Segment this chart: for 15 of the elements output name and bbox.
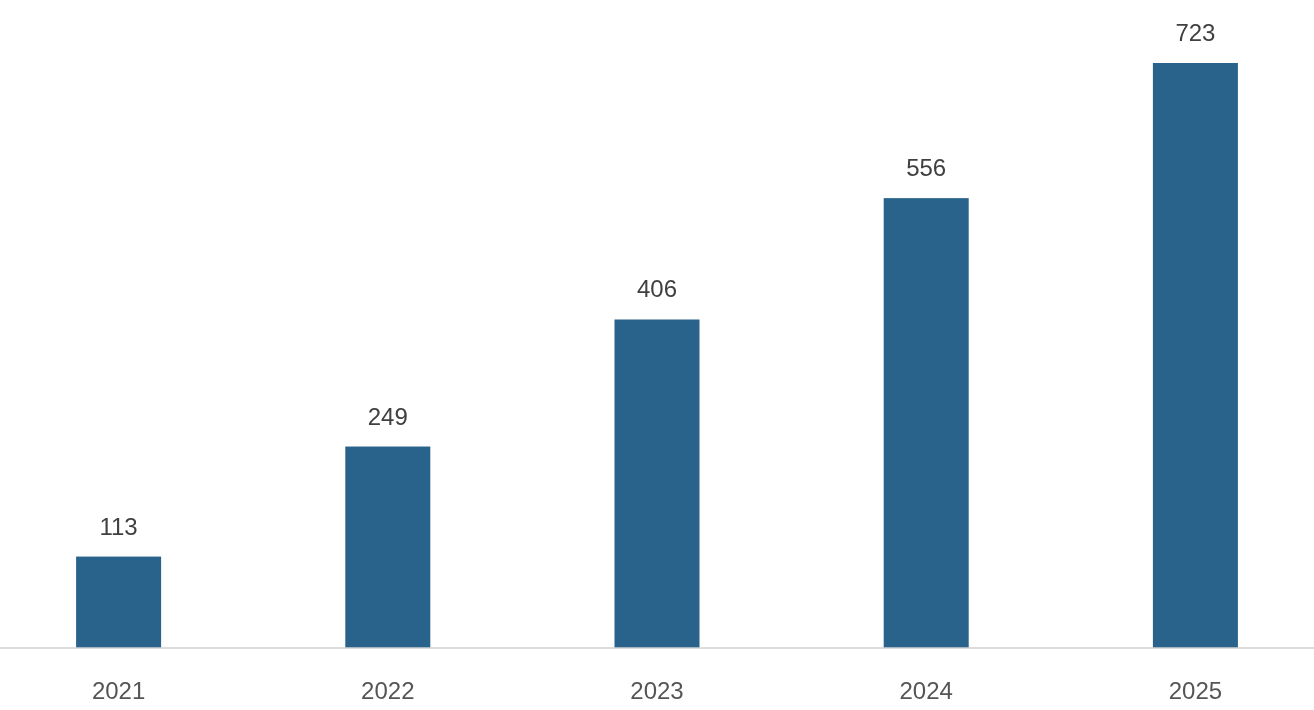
bar bbox=[883, 198, 969, 648]
data-label: 723 bbox=[1175, 19, 1216, 46]
data-label: 113 bbox=[99, 512, 138, 540]
x-tick-label: 2023 bbox=[630, 677, 684, 704]
bar bbox=[345, 446, 431, 648]
data-label: 406 bbox=[636, 275, 678, 303]
data-label: 556 bbox=[906, 154, 947, 182]
bar bbox=[1152, 63, 1238, 648]
x-tick-label: 2024 bbox=[899, 677, 953, 704]
bar bbox=[614, 319, 700, 648]
data-label: 249 bbox=[367, 402, 408, 430]
bar bbox=[76, 556, 162, 648]
x-tick-label: 2025 bbox=[1168, 677, 1223, 704]
x-tick-label: 2022 bbox=[361, 677, 415, 704]
x-tick-label: 2021 bbox=[91, 677, 146, 704]
